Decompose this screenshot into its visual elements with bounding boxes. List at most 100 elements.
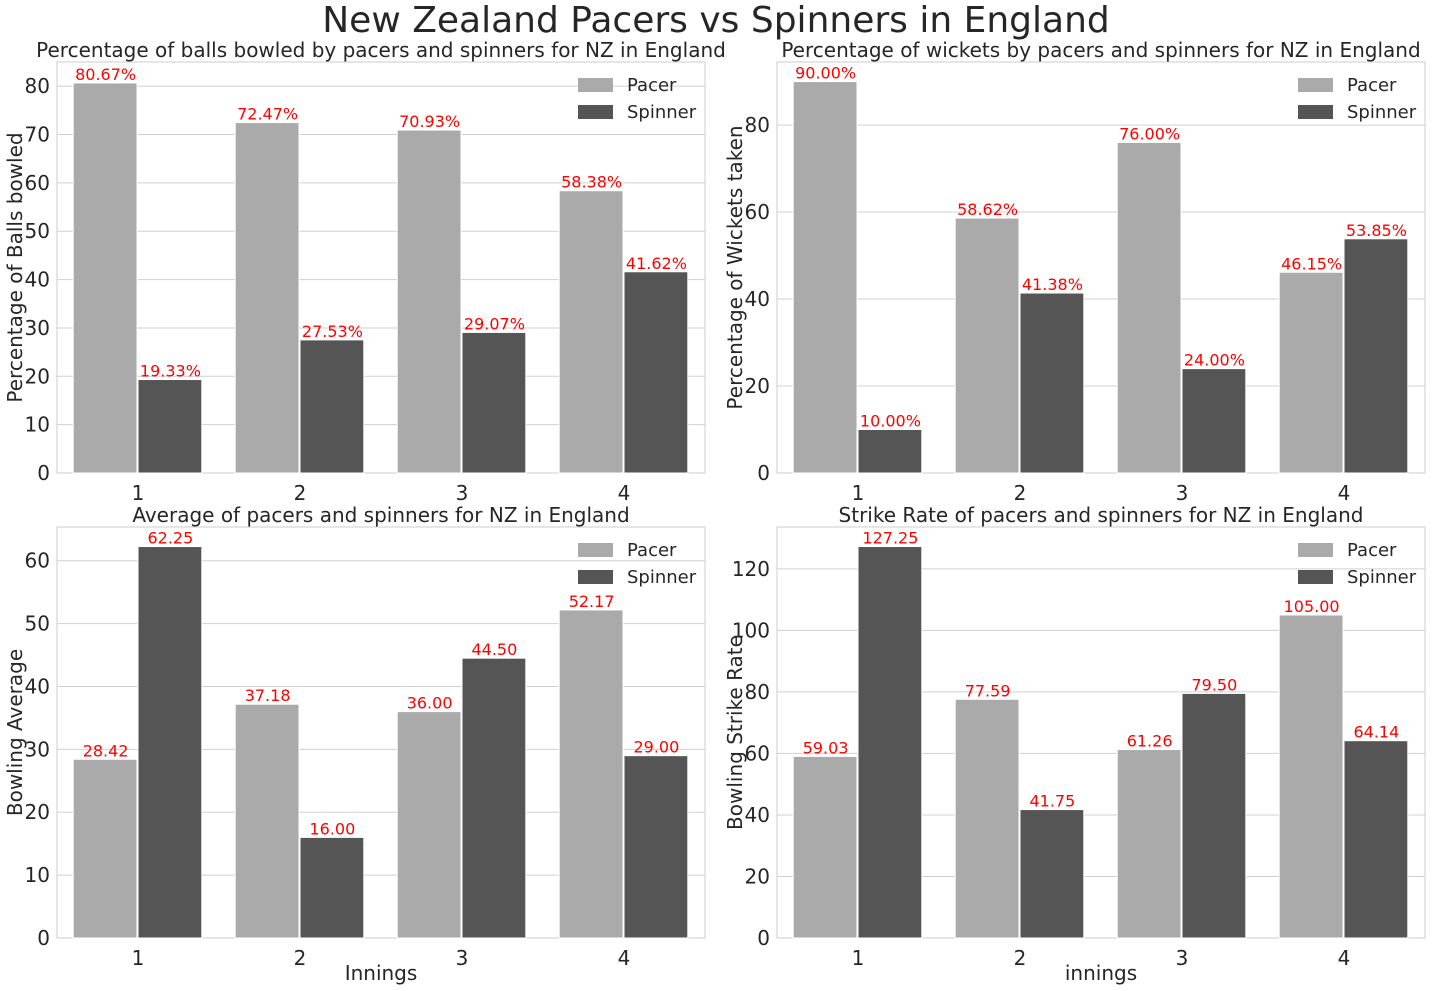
y-tick-label: 50: [25, 612, 50, 636]
x-tick-label: 1: [132, 946, 145, 970]
y-tick-label: 20: [25, 800, 50, 824]
bar-pacer: [72, 82, 138, 474]
x-tick-label: 4: [1338, 481, 1351, 505]
bar-spinner: [1181, 368, 1247, 474]
legend-label: Pacer: [627, 540, 677, 561]
data-label: 62.25: [147, 529, 193, 548]
legend-swatch-spinner: [1298, 570, 1333, 584]
data-label: 80.67%: [75, 65, 136, 84]
y-tick-label: 100: [732, 618, 770, 642]
data-label: 16.00: [309, 819, 355, 838]
y-tick-label: 20: [745, 374, 770, 398]
y-tick-label: 30: [25, 316, 50, 340]
x-tick-label: 2: [1014, 481, 1027, 505]
y-axis-label: Percentage of Wickets taken: [723, 125, 747, 409]
bar-spinner: [137, 379, 203, 474]
legend-swatch-spinner: [578, 570, 613, 584]
bar-pacer: [1116, 141, 1182, 474]
y-tick-label: 60: [745, 200, 770, 224]
plot-frame: [56, 61, 706, 474]
y-tick-label: 0: [37, 461, 50, 485]
y-tick-label: 20: [745, 864, 770, 888]
bar-pacer: [72, 758, 138, 939]
data-label: 10.00%: [860, 412, 921, 431]
data-label: 19.33%: [140, 362, 201, 381]
data-label: 61.26: [1127, 732, 1173, 751]
legend-label: Spinner: [1347, 102, 1417, 123]
y-tick-label: 10: [25, 413, 50, 437]
plot-frame: [56, 526, 706, 939]
data-label: 41.62%: [626, 254, 687, 273]
bar-spinner: [299, 339, 365, 474]
x-tick-label: 4: [1338, 946, 1351, 970]
x-tick-label: 1: [852, 481, 865, 505]
bar-spinner: [1181, 692, 1247, 939]
bar-pacer: [792, 755, 858, 939]
data-label: 90.00%: [795, 64, 856, 83]
data-label: 79.50: [1191, 675, 1237, 694]
y-tick-label: 40: [25, 674, 50, 698]
data-label: 127.25: [862, 529, 918, 548]
bar-spinner: [623, 755, 689, 939]
bar-spinner: [461, 331, 527, 474]
data-label: 44.50: [471, 640, 517, 659]
data-label: 58.62%: [957, 200, 1018, 219]
y-tick-label: 30: [25, 737, 50, 761]
bar-pacer: [954, 698, 1020, 939]
data-label: 41.75: [1029, 792, 1075, 811]
y-tick-label: 60: [25, 171, 50, 195]
bar-pacer: [396, 711, 462, 939]
data-label: 53.85%: [1346, 221, 1407, 240]
x-tick-label: 3: [1176, 481, 1189, 505]
x-axis-label: Innings: [345, 961, 418, 985]
y-tick-label: 50: [25, 219, 50, 243]
data-label: 27.53%: [302, 322, 363, 341]
data-label: 72.47%: [237, 105, 298, 124]
x-tick-label: 2: [294, 481, 307, 505]
bar-pacer: [558, 609, 624, 939]
y-tick-label: 0: [37, 926, 50, 950]
bar-pacer: [792, 81, 858, 474]
y-tick-label: 40: [25, 268, 50, 292]
bar-pacer: [954, 217, 1020, 474]
y-tick-label: 10: [25, 863, 50, 887]
data-label: 41.38%: [1022, 275, 1083, 294]
bar-pacer: [558, 190, 624, 474]
data-label: 28.42: [83, 741, 129, 760]
bar-spinner: [299, 836, 365, 939]
y-tick-label: 80: [745, 113, 770, 137]
legend-label: Pacer: [1347, 540, 1397, 561]
x-tick-label: 3: [456, 481, 469, 505]
y-tick-label: 80: [745, 680, 770, 704]
data-label: 105.00: [1284, 597, 1340, 616]
x-tick-label: 3: [456, 946, 469, 970]
data-label: 77.59: [965, 681, 1011, 700]
data-label: 24.00%: [1184, 351, 1245, 370]
data-label: 59.03: [803, 738, 849, 757]
y-tick-label: 0: [757, 926, 770, 950]
legend-swatch-spinner: [578, 105, 613, 119]
legend-swatch-pacer: [578, 543, 613, 557]
y-tick-label: 20: [25, 364, 50, 388]
subplot-title: Average of pacers and spinners for NZ in…: [132, 503, 629, 527]
bar-pacer: [1278, 271, 1344, 474]
bar-spinner: [137, 546, 203, 939]
x-tick-label: 4: [618, 946, 631, 970]
data-label: 29.00: [633, 738, 679, 757]
y-tick-label: 60: [745, 741, 770, 765]
legend-label: Spinner: [627, 567, 697, 588]
y-tick-label: 80: [25, 74, 50, 98]
subplot-title: Percentage of balls bowled by pacers and…: [36, 38, 726, 62]
legend-label: Spinner: [627, 102, 697, 123]
x-tick-label: 3: [1176, 946, 1189, 970]
bar-pacer: [396, 129, 462, 474]
bar-pacer: [234, 703, 300, 939]
data-label: 37.18: [245, 686, 291, 705]
x-tick-label: 4: [618, 481, 631, 505]
plot-frame: [776, 61, 1426, 474]
data-label: 29.07%: [464, 314, 525, 333]
data-label: 52.17: [569, 592, 615, 611]
bar-spinner: [1343, 740, 1409, 939]
